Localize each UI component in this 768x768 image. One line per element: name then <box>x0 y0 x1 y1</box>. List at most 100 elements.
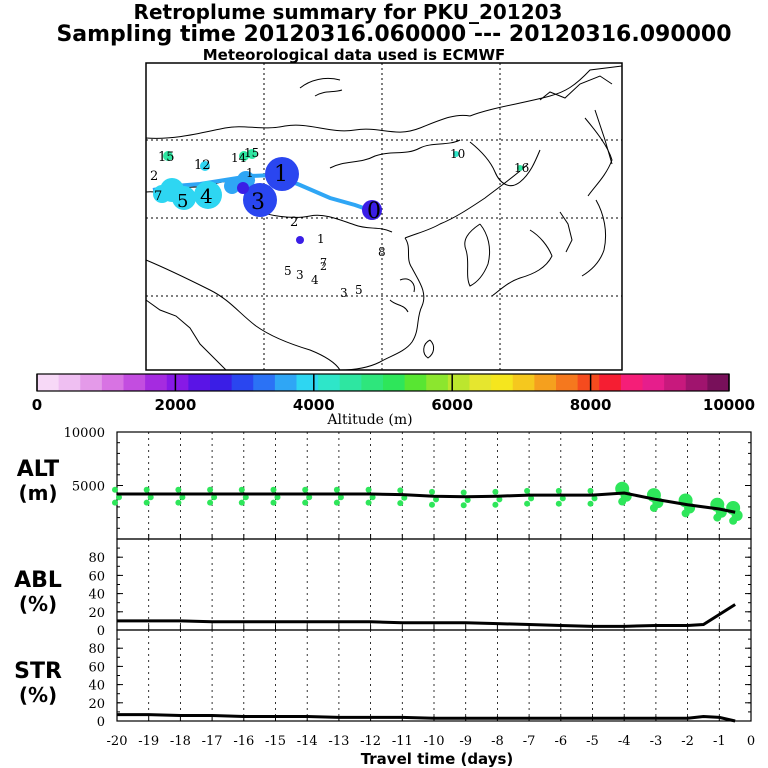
map-label: 8 <box>378 245 386 259</box>
x-tick-label: -18 <box>170 734 191 749</box>
colorbar-swatch <box>318 374 341 391</box>
colorbar-swatch <box>231 374 254 391</box>
altitude-dot <box>179 494 186 501</box>
map-label: 4 <box>311 273 319 287</box>
colorbar-swatch <box>123 374 146 391</box>
altitude-dot <box>524 487 531 494</box>
colorbar-swatch <box>253 374 276 391</box>
chart-title: Retroplume summary for PKU_201203 <box>133 0 563 24</box>
altitude-dot <box>207 486 214 493</box>
x-axis-label: Travel time (days) <box>361 750 514 768</box>
panel-ylabel-unit: (%) <box>19 592 57 616</box>
altitude-dot <box>587 487 594 494</box>
panel-str: 80 60 40 20 0 STR(%) <box>14 629 752 730</box>
altitude-dot <box>429 501 435 508</box>
altitude-dot <box>528 495 535 502</box>
altitude-dot <box>401 494 408 501</box>
altitude-dot <box>397 500 404 507</box>
x-tick-label: -17 <box>202 734 223 749</box>
colorbar-tick-label: 6000 <box>431 396 473 414</box>
map-label: 3 <box>340 286 348 300</box>
altitude-dot <box>433 496 439 503</box>
x-tick-label: -14 <box>297 734 318 749</box>
altitude-dot <box>333 486 340 493</box>
x-tick-label: -1 <box>713 734 726 749</box>
map-gridlines <box>146 63 622 370</box>
altitude-dot <box>302 486 309 493</box>
y-tick-label: 0 <box>97 715 105 730</box>
altitude-dot <box>143 486 150 493</box>
altitude-dot <box>555 500 562 507</box>
y-tick-label: 0 <box>97 624 105 639</box>
panel-ylabel-unit: (m) <box>18 481 57 505</box>
panel-ylabel-unit: (%) <box>19 683 57 707</box>
colorbar-swatch <box>383 374 406 391</box>
map-label: 4 <box>200 184 213 208</box>
colorbar-swatch <box>512 374 535 391</box>
altitude-dot <box>397 487 404 494</box>
y-tick-label: 80 <box>88 642 105 657</box>
altitude-dot <box>116 494 122 501</box>
x-tick-label: -5 <box>586 734 599 749</box>
altitude-dot <box>333 499 340 506</box>
map-label: 12 <box>194 158 211 173</box>
colorbar-swatch <box>274 374 297 391</box>
y-tick-label: 10000 <box>64 426 105 441</box>
y-tick-label: 40 <box>88 679 105 694</box>
x-tick-label: 0 <box>747 734 755 749</box>
altitude-dot <box>242 494 249 501</box>
altitude-dot <box>274 494 281 501</box>
altitude-dot <box>211 494 218 501</box>
y-tick-label: 60 <box>88 569 105 584</box>
altitude-dot <box>464 496 471 503</box>
colorbar-swatch <box>37 374 60 391</box>
colorbar-swatch <box>166 374 189 391</box>
colorbar-swatch <box>642 374 665 391</box>
altitude-dot <box>429 488 435 495</box>
x-tick-label: -3 <box>650 734 663 749</box>
map-label: 1 <box>274 162 288 187</box>
plume-track <box>152 149 523 244</box>
map-label: 15 <box>158 150 175 165</box>
map-label: 15 <box>244 146 259 160</box>
altitude-dot <box>587 500 594 507</box>
altitude-dot <box>555 487 562 494</box>
colorbar-swatch <box>210 374 233 391</box>
altitude-dot <box>337 494 344 501</box>
series-line <box>117 713 736 723</box>
map-frame <box>145 62 623 371</box>
map-label: 7 <box>320 256 327 269</box>
colorbar-swatch <box>145 374 168 391</box>
altitude-dot <box>302 499 309 506</box>
altitude-dot <box>147 494 154 501</box>
map-label: 2 <box>320 260 327 273</box>
map-label: 5 <box>177 191 188 212</box>
map-label: 3 <box>251 190 265 215</box>
map-label: 5 <box>284 264 292 278</box>
map-label: 3 <box>296 268 304 282</box>
altitude-dot <box>460 502 467 509</box>
altitude-colorbar: 0 2000 4000 6000 8000 10000 Altitude (m) <box>32 373 755 428</box>
colorbar-swatch <box>447 374 470 391</box>
y-tick-label: 60 <box>88 660 105 675</box>
altitude-dot <box>270 486 277 493</box>
series-line <box>117 491 736 514</box>
colorbar-title: Altitude (m) <box>326 412 412 428</box>
sampling-time: Sampling time 20120316.060000 --- 201203… <box>56 22 732 47</box>
x-tick-label: -19 <box>138 734 159 749</box>
x-tick-label: -16 <box>233 734 254 749</box>
y-tick-label: 40 <box>88 588 105 603</box>
colorbar-swatch <box>296 374 319 391</box>
altitude-dot <box>270 499 277 506</box>
map-label: 1 <box>317 232 325 246</box>
colorbar-swatch <box>404 374 427 391</box>
colorbar-swatch <box>577 374 600 391</box>
x-tick-label: -9 <box>459 734 472 749</box>
y-tick-label: 5000 <box>72 480 105 495</box>
panel-ylabel: ABL <box>14 568 62 593</box>
colorbar-swatch <box>620 374 643 391</box>
x-axis: -20 -19 -18 -17 -16 -15 -14 -13 -12 -11 -10 -9 -8 -7-… <box>107 734 756 768</box>
map-label: 16 <box>514 161 529 175</box>
altitude-dot <box>112 499 118 506</box>
